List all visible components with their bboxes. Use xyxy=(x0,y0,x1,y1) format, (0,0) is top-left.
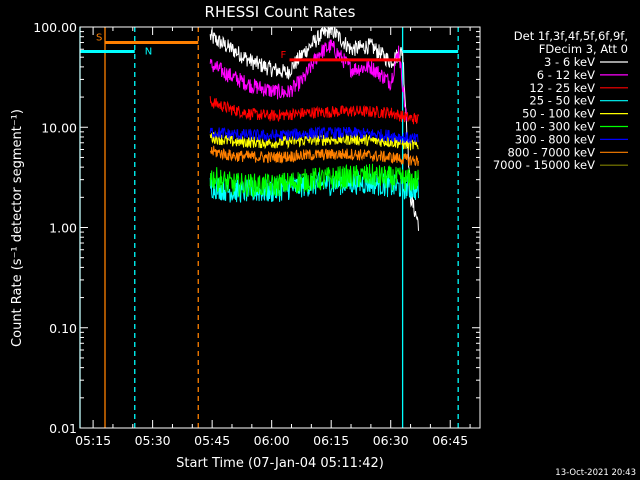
legend-entry-label: 7000 - 15000 keV xyxy=(493,158,595,172)
legend-entry-label: 50 - 100 keV xyxy=(522,107,595,121)
x-axis: 05:15 05:30 05:45 06:00 06:15 06:30 06:45 xyxy=(75,27,471,448)
series-line-2 xyxy=(209,39,408,121)
plot-area: S N F xyxy=(79,26,459,428)
interval-flag-f: F xyxy=(281,50,287,61)
legend-header-line-2: FDecim 3, Att 0 xyxy=(539,42,628,56)
x-tick-label: 05:45 xyxy=(194,433,230,448)
legend-entry-label: 100 - 300 keV xyxy=(515,120,595,134)
y-tick-label: 1.00 xyxy=(49,221,77,236)
y-axis: 0.01 0.10 1.00 10.00 100.00 xyxy=(33,20,480,436)
y-tick-label: 0.01 xyxy=(49,421,77,436)
x-tick-label: 05:15 xyxy=(75,433,111,448)
series-line-8 xyxy=(209,145,419,167)
y-tick-label: 100.00 xyxy=(33,20,77,35)
series-line-6 xyxy=(209,163,419,198)
x-axis-label: Start Time (07-Jan-04 05:11:42) xyxy=(176,456,384,471)
y-tick-label: 10.00 xyxy=(41,120,77,135)
interval-flag-n: N xyxy=(145,46,152,57)
series-line-5 xyxy=(209,131,419,151)
legend-entry-label: 6 - 12 keV xyxy=(537,68,595,82)
legend-entry-label: 12 - 25 keV xyxy=(529,81,595,95)
legend: Det 1f,3f,4f,5f,6f,9f, FDecim 3, Att 0 3… xyxy=(493,29,628,172)
x-tick-label: 06:30 xyxy=(373,433,409,448)
interval-flag-s: S xyxy=(96,33,102,44)
x-tick-label: 06:00 xyxy=(254,433,290,448)
series-line-7 xyxy=(209,125,419,144)
legend-entry-label: 300 - 800 keV xyxy=(515,132,595,146)
x-tick-label: 06:45 xyxy=(432,433,468,448)
x-tick-label: 05:30 xyxy=(135,433,171,448)
x-tick-label: 06:15 xyxy=(313,433,349,448)
chart-title: RHESSI Count Rates xyxy=(205,3,356,21)
footer-timestamp: 13-Oct-2021 20:43 xyxy=(555,468,636,478)
legend-entry-label: 3 - 6 keV xyxy=(544,55,595,69)
legend-entry-label: 800 - 7000 keV xyxy=(507,145,595,159)
y-axis-label: Count Rate (s⁻¹ detector segment⁻¹) xyxy=(10,109,25,347)
legend-header-line-1: Det 1f,3f,4f,5f,6f,9f, xyxy=(514,29,628,43)
legend-entry-label: 25 - 50 keV xyxy=(529,94,595,108)
series-line-3 xyxy=(209,96,419,125)
y-tick-label: 0.10 xyxy=(49,321,77,336)
series-line-1 xyxy=(209,26,419,231)
